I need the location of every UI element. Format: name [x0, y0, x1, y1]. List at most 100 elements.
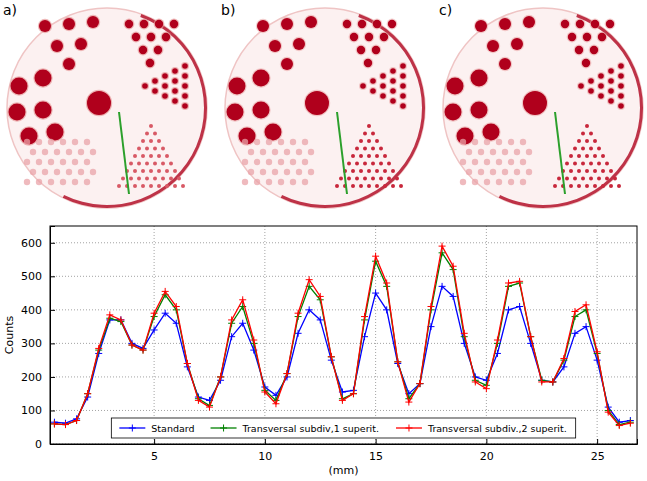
faint-rod — [284, 149, 290, 155]
grid-line — [50, 276, 637, 277]
fine-rod — [379, 147, 383, 151]
rod — [35, 70, 52, 87]
rod — [257, 20, 269, 32]
rod — [293, 38, 305, 50]
tick-label: 600 — [21, 237, 42, 250]
rod — [9, 104, 26, 121]
fine-rod — [149, 139, 153, 143]
faint-rod — [54, 169, 60, 175]
fine-rod — [601, 154, 605, 158]
rod-halo — [280, 57, 294, 71]
rod — [132, 33, 140, 41]
tick: 10 — [258, 439, 272, 463]
rod — [343, 20, 351, 28]
marker — [51, 420, 58, 427]
legend-box — [111, 418, 575, 438]
rod-halo — [498, 57, 512, 71]
profile-line — [337, 112, 347, 194]
faint-rod — [290, 179, 296, 185]
tick-label: 20 — [480, 450, 494, 463]
legend: StandardTransversal subdiv,1 superit.Tra… — [111, 418, 575, 438]
fine-rod — [371, 132, 375, 136]
rod-halo — [359, 82, 367, 90]
faint-rod — [520, 179, 526, 185]
rod — [618, 63, 624, 69]
faint-rod — [78, 169, 84, 175]
marker — [450, 293, 457, 300]
fine-rod — [359, 184, 363, 188]
rod — [172, 88, 178, 94]
rod — [471, 70, 488, 87]
fine-rod — [609, 184, 613, 188]
faint-rod — [484, 179, 490, 185]
rod — [269, 40, 281, 52]
fine-rod — [589, 162, 593, 166]
grid-line — [50, 376, 637, 377]
marker — [184, 360, 191, 367]
phantom-rim — [63, 14, 207, 208]
fine-rod — [133, 184, 137, 188]
rod-halo — [369, 87, 377, 95]
rod-halo — [597, 72, 605, 80]
series-line — [54, 253, 630, 425]
rod-halo — [605, 19, 616, 30]
fine-rod — [145, 162, 149, 166]
fine-rod — [387, 177, 391, 181]
rod-halo — [587, 77, 595, 85]
marker — [73, 417, 80, 424]
panel-label: c) — [439, 2, 452, 18]
rod-halo — [19, 126, 38, 145]
fine-rod — [351, 184, 355, 188]
faint-rod — [54, 149, 60, 155]
rod — [39, 20, 51, 32]
rod — [350, 33, 358, 41]
fine-rod — [363, 162, 367, 166]
rod-halo — [389, 97, 397, 105]
rod — [172, 78, 178, 84]
rod-halo — [617, 102, 625, 110]
tick-mark — [597, 439, 598, 444]
rod — [253, 70, 270, 87]
faint-rod — [460, 179, 466, 185]
faint-rod — [24, 159, 30, 165]
marker — [328, 353, 335, 360]
faint-rod — [266, 139, 272, 145]
fine-rod — [169, 162, 173, 166]
rod-halo — [379, 82, 387, 90]
rod-halo — [486, 39, 500, 53]
fine-rod — [157, 139, 161, 143]
marker — [549, 378, 556, 385]
marker — [439, 243, 446, 250]
fine-rod — [153, 162, 157, 166]
fine-rod — [605, 177, 609, 181]
rod-halo — [387, 19, 398, 30]
marker — [62, 421, 69, 428]
faint-rod — [290, 139, 296, 145]
marker — [261, 389, 268, 396]
fine-rod — [391, 169, 395, 173]
tick-label: 15 — [369, 450, 383, 463]
rod — [400, 63, 406, 69]
rod-halo — [369, 77, 377, 85]
fine-rod — [585, 154, 589, 158]
fine-rod — [371, 162, 375, 166]
marker — [84, 390, 91, 397]
marker — [450, 263, 457, 270]
rod — [172, 68, 178, 74]
faint-rod — [514, 149, 520, 155]
legend-label: Transversal subdiv,1 superit. — [242, 423, 379, 434]
rod — [360, 83, 366, 89]
rod-halo — [171, 87, 179, 95]
rod-halo — [145, 58, 156, 69]
rod-halo — [33, 100, 52, 119]
fine-rod — [355, 147, 359, 151]
faint-rod — [254, 179, 260, 185]
tick-mark — [486, 439, 487, 444]
rod — [582, 59, 590, 67]
rod — [172, 98, 178, 104]
rod — [365, 33, 373, 41]
plot-frame — [50, 226, 637, 444]
rod-halo — [389, 77, 397, 85]
rod — [608, 78, 614, 84]
fine-rod — [371, 147, 375, 151]
